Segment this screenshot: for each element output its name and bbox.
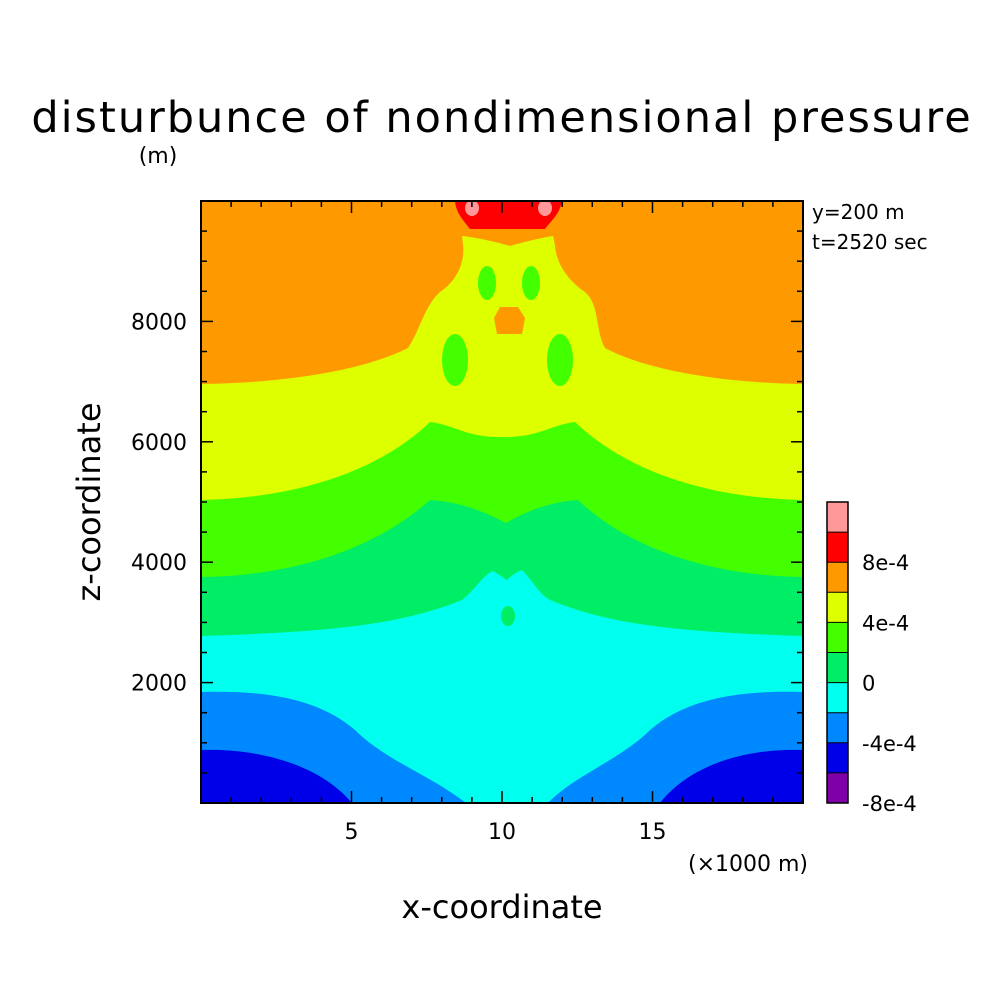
- colorbar-tick-label: 4e-4: [862, 611, 909, 635]
- y-tick-label: 8000: [131, 310, 187, 335]
- x-unit-label: (×1000 m): [688, 852, 808, 877]
- y-tick-label: 2000: [131, 672, 187, 697]
- contour-band-light-blue: [201, 691, 803, 803]
- x-tick-label: 15: [639, 820, 667, 845]
- contour-island-center-orange: [494, 307, 525, 334]
- x-axis-label: x-coordinate: [401, 888, 602, 926]
- colorbar-swatch: [827, 742, 848, 773]
- y-tick-label: 4000: [131, 551, 187, 576]
- x-axis: 5 10 15: [230, 201, 774, 845]
- colorbar-swatch: [827, 682, 848, 713]
- colorbar-tick-label: -8e-4: [862, 792, 917, 816]
- chart-title: disturbunce of nondimensional pressure: [31, 93, 972, 143]
- contour-island-left-upper: [478, 266, 496, 300]
- colorbar-swatch: [827, 502, 848, 533]
- y-tick-label: 6000: [131, 431, 187, 456]
- y-axis: 2000 4000 6000 8000: [131, 230, 803, 774]
- contour-field: [201, 201, 803, 803]
- colorbar-swatch: [827, 562, 848, 593]
- colorbar-tick-label: 0: [862, 672, 875, 696]
- x-tick-label: 5: [345, 820, 359, 845]
- contour-island-right-lower: [547, 334, 573, 386]
- y-unit-label: (m): [139, 144, 178, 169]
- colorbar-swatch: [827, 532, 848, 563]
- colorbar-tick-label: -4e-4: [862, 732, 917, 756]
- y-axis-label: z-coordinate: [70, 402, 108, 601]
- contour-island-center-green: [501, 606, 515, 626]
- colorbar-swatch: [827, 772, 848, 803]
- colorbar-swatch: [827, 652, 848, 683]
- x-tick-label: 10: [488, 820, 516, 845]
- annotation-y: y=200 m: [812, 200, 905, 224]
- annotation-t: t=2520 sec: [812, 230, 928, 254]
- contour-island-right-upper: [522, 266, 540, 300]
- colorbar-swatch: [827, 712, 848, 743]
- contour-island-pink-right: [538, 201, 552, 216]
- colorbar: 8e-4 4e-4 0 -4e-4 -8e-4: [826, 501, 917, 816]
- colorbar-swatch: [827, 622, 848, 653]
- contour-island-left-lower: [442, 334, 468, 386]
- colorbar-swatch: [827, 592, 848, 623]
- contour-island-pink-left: [465, 201, 479, 216]
- colorbar-tick-label: 8e-4: [862, 551, 909, 575]
- contour-band-red: [455, 201, 562, 229]
